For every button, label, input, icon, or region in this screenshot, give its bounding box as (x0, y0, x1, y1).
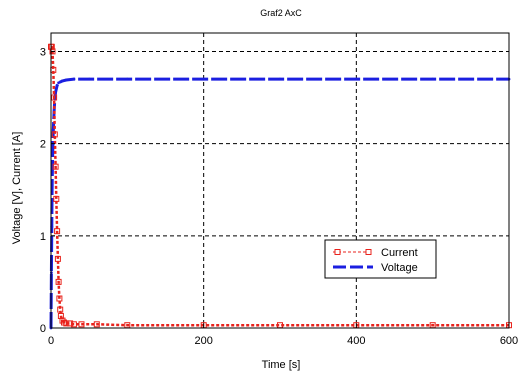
grid (51, 33, 509, 328)
voltage-data-point (354, 77, 358, 81)
voltage-series-line (49, 77, 509, 329)
voltage-data-point (125, 77, 129, 81)
voltage-data-point (431, 77, 435, 81)
current-data-point (53, 195, 60, 202)
y-tick-label: 3 (40, 46, 46, 58)
chart-title: Graf2 AxC (260, 8, 302, 18)
voltage-data-point (278, 77, 282, 81)
voltage-data-point (57, 81, 60, 85)
x-tick-label: 0 (48, 335, 54, 347)
current-data-point (51, 131, 58, 138)
voltage-data-point (202, 77, 206, 81)
x-tick-label: 400 (347, 335, 365, 347)
legend-label-voltage: Voltage (381, 262, 418, 274)
y-axis-title: Voltage [V], Current [A] (11, 132, 23, 245)
plot-area-frame (50, 32, 510, 329)
current-data-point (54, 228, 61, 235)
current-data-point (56, 295, 63, 302)
y-tick-label: 1 (40, 231, 46, 243)
voltage-data-point (64, 78, 68, 82)
current-data-point (51, 94, 58, 101)
voltage-data-point (61, 79, 64, 83)
current-data-point (78, 321, 85, 328)
current-data-point (54, 255, 61, 262)
voltage-data-point (51, 160, 54, 164)
series-layer (48, 43, 512, 330)
x-tick-label: 200 (194, 335, 212, 347)
x-axis-title: Time [s] (262, 359, 301, 371)
current-series-line (50, 45, 509, 327)
y-tick-label: 0 (40, 323, 46, 335)
current-data-point (93, 321, 100, 328)
voltage-data-point (55, 84, 59, 87)
voltage-data-point (87, 77, 91, 81)
current-data-point (52, 163, 59, 170)
current-data-point (63, 320, 70, 327)
voltage-data-point (51, 128, 55, 132)
current-data-point (67, 320, 74, 327)
legend-box (324, 239, 437, 279)
legend-marker-current (365, 249, 372, 255)
legend: Current Voltage (324, 239, 437, 279)
current-data-point (55, 278, 62, 285)
x-tick-label: 600 (500, 335, 518, 347)
current-data-point (57, 306, 64, 313)
legend-label-current: Current (381, 247, 418, 259)
current-data-point (70, 321, 77, 328)
ticks: 0 200 400 600 0 1 2 3 (40, 46, 518, 347)
y-tick-label: 2 (40, 139, 46, 151)
legend-marker-current (334, 249, 341, 255)
voltage-data-point (72, 77, 76, 81)
